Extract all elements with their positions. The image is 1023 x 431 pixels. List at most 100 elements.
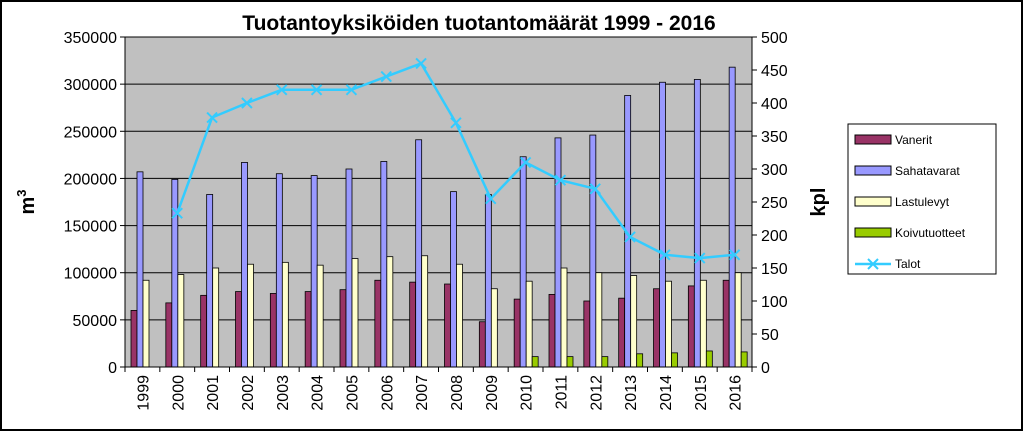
- point-talot-2015: [694, 252, 706, 264]
- bar-sahatavarat-2009: [484, 194, 492, 368]
- bar-lastulevyt-2003: [281, 261, 289, 368]
- legend-label-lastulevyt: Lastulevyt: [895, 195, 950, 209]
- bar-lastulevyt-2013: [630, 275, 638, 368]
- point-talot-2003: [276, 84, 288, 96]
- y2-axis-title-text: kpl: [808, 188, 830, 217]
- bar-lastulevyt-1999: [142, 279, 150, 368]
- bar-lastulevyt-2016: [734, 272, 742, 368]
- bar-sahatavarat-2003: [275, 173, 283, 368]
- x-tick-label: 2009: [484, 375, 501, 411]
- bar-vanerit-2004: [304, 291, 312, 368]
- bar-koivutuotteet-2010: [531, 356, 539, 368]
- x-tick-label: 2007: [414, 375, 431, 411]
- bar-koivutuotteet-2012: [601, 356, 609, 368]
- x-tick-label: 2011: [553, 375, 570, 410]
- y-tick-label: 350000: [64, 30, 117, 47]
- bar-vanerit-2014: [653, 288, 660, 368]
- y2-tick-label: 300: [761, 162, 788, 179]
- y-axis-title-superscript: 3: [14, 189, 29, 196]
- tick-labels: 0500001000001500002000002500003000003500…: [64, 30, 788, 411]
- y-tick-label: 0: [108, 360, 117, 377]
- bar-vanerit-2007: [409, 281, 417, 368]
- y-tick-label: 100000: [64, 266, 117, 283]
- chart-title: Tuotantoyksiköiden tuotantomäärät 1999 -…: [242, 12, 715, 35]
- legend-label-talot: Talot: [895, 257, 921, 271]
- x-tick-label: 2016: [728, 375, 745, 411]
- bar-vanerit-2011: [548, 293, 556, 368]
- bar-lastulevyt-2000: [177, 274, 185, 368]
- y-tick-label: 250000: [64, 124, 117, 141]
- line-series: [171, 57, 741, 264]
- bar-sahatavarat-2002: [241, 161, 248, 368]
- legend-marker-talot: [867, 258, 879, 270]
- point-talot-2010: [519, 156, 532, 169]
- point-talot-2004: [310, 84, 323, 96]
- point-talot-2013: [624, 231, 636, 243]
- bar-vanerit-2008: [444, 283, 451, 368]
- bar-lastulevyt-2012: [595, 272, 603, 368]
- bar-sahatavarat-2010: [519, 156, 527, 368]
- y2-axis-title: kpl: [808, 188, 830, 217]
- bar-sahatavarat-2008: [450, 191, 457, 368]
- point-talot-2006: [380, 70, 392, 83]
- y2-tick-label: 400: [761, 96, 788, 113]
- bar-vanerit-2005: [339, 289, 347, 368]
- bar-vanerit-2013: [618, 297, 626, 368]
- bar-sahatavarat-2012: [589, 134, 597, 368]
- bar-sahatavarat-2016: [728, 66, 736, 368]
- x-tick-label: 2014: [658, 375, 675, 411]
- legend-label-vanerit: Vanerit: [895, 133, 933, 147]
- legend-label-sahatavarat: Sahatavarat: [895, 164, 960, 178]
- bar-sahatavarat-2005: [345, 168, 353, 368]
- x-tick-label: 1999: [135, 375, 152, 411]
- y2-tick-label: 450: [761, 63, 788, 80]
- point-talot-2014: [659, 249, 671, 261]
- x-tick-label: 2006: [379, 375, 396, 411]
- bar-vanerit-2012: [583, 300, 591, 368]
- point-talot-2012: [589, 183, 601, 195]
- bar-lastulevyt-2002: [247, 263, 254, 368]
- bar-sahatavarat-2014: [659, 81, 666, 368]
- y-axis-title: m3: [14, 189, 39, 214]
- bar-koivutuotteet-2015: [705, 350, 713, 368]
- bar-vanerit-2000: [165, 302, 173, 368]
- grid-lines: [125, 36, 752, 321]
- x-tick-label: 2012: [588, 375, 605, 411]
- legend: Vanerit Sahatavarat Lastulevyt Koivutuottee…: [847, 123, 997, 275]
- y-tick-label: 50000: [73, 313, 118, 330]
- bar-vanerit-2009: [478, 321, 486, 368]
- bar-sahatavarat-2011: [554, 137, 562, 368]
- bar-lastulevyt-2007: [421, 255, 429, 368]
- y2-tick-label: 150: [761, 261, 788, 278]
- y2-tick-label: 350: [761, 129, 788, 146]
- point-talot-2016: [728, 249, 741, 261]
- y2-tick-label: 0: [761, 360, 770, 377]
- bar-sahatavarat-2007: [415, 139, 423, 368]
- bar-vanerit-2001: [200, 294, 208, 368]
- y-tick-label: 300000: [64, 77, 117, 94]
- bar-vanerit-1999: [130, 310, 138, 368]
- bar-vanerit-2010: [513, 298, 521, 368]
- bar-lastulevyt-2009: [490, 288, 498, 368]
- y2-tick-label: 500: [761, 30, 788, 47]
- bar-vanerit-2015: [687, 285, 695, 368]
- x-tick-label: 2015: [693, 375, 710, 411]
- x-tick-label: 2008: [449, 375, 466, 411]
- y-tick-label: 200000: [64, 171, 117, 188]
- y-axis-title-text: m: [17, 197, 39, 215]
- bar-sahatavarat-2015: [693, 79, 701, 368]
- bar-koivutuotteet-2014: [671, 352, 678, 368]
- point-talot-2008: [450, 117, 462, 129]
- x-tick-label: 2000: [170, 375, 187, 411]
- bar-sahatavarat-2006: [380, 161, 388, 368]
- bars: [130, 66, 748, 368]
- x-tick-label: 2003: [275, 375, 292, 411]
- axes: [120, 36, 757, 372]
- point-talot-2011: [554, 174, 567, 186]
- x-tick-label: 2005: [344, 375, 361, 411]
- bar-sahatavarat-2000: [171, 178, 179, 368]
- point-talot-2002: [241, 97, 253, 109]
- x-tick-label: 2010: [519, 375, 536, 411]
- y2-tick-label: 250: [761, 195, 788, 212]
